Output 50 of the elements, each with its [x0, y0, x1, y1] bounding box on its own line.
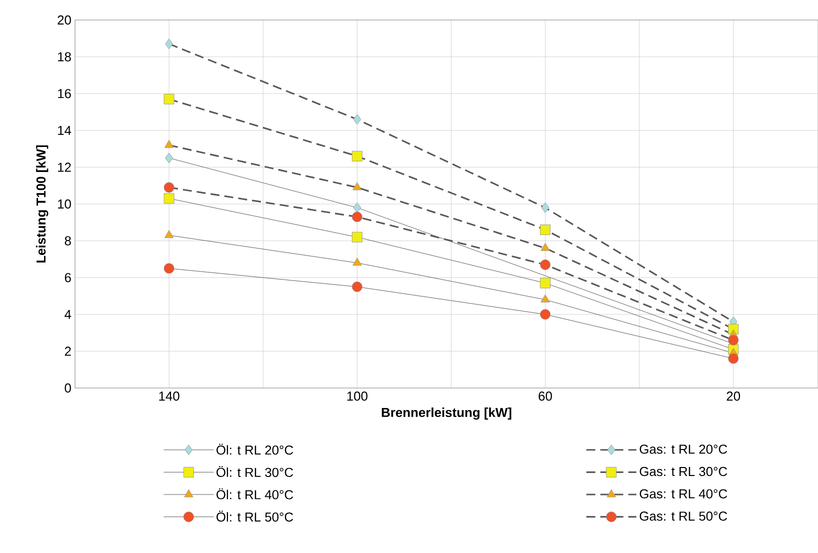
x-tick-label: 60	[538, 392, 552, 401]
point	[540, 260, 550, 270]
y-tick-label: 14	[58, 126, 72, 135]
y-tick-label: 10	[58, 199, 71, 209]
y-tick-label: 20	[58, 15, 71, 25]
legend-label: Öl: t RL 20°C	[216, 444, 294, 455]
legend-label: Gas: t RL 50°C	[640, 512, 728, 521]
point	[164, 263, 174, 274]
legend-label: Gas: t RL 40°C	[640, 489, 728, 498]
y-axis-title: Leistung T100 [kW]	[36, 145, 48, 263]
point	[352, 282, 362, 292]
y-tick-label: 16	[58, 89, 71, 98]
point	[352, 258, 362, 266]
y-tick-label: 8	[64, 236, 71, 246]
point	[353, 202, 362, 213]
x-tick-label: 140	[159, 392, 180, 401]
y-tick-label: 4	[64, 310, 72, 319]
y-tick-label: 12	[58, 162, 71, 172]
point	[541, 202, 550, 213]
point	[540, 294, 550, 302]
legend-label: Öl: t RL 30°C	[216, 466, 294, 477]
point	[540, 278, 550, 288]
y-tick-label: 2	[64, 346, 71, 356]
legend-label: Gas: t RL 20°C	[640, 444, 728, 454]
legend-label: Öl: t RL 50°C	[216, 510, 294, 522]
point	[164, 94, 174, 104]
y-tick-label: 0	[64, 383, 71, 393]
point	[164, 230, 174, 238]
legend-label: Öl: t RL 40°C	[216, 488, 294, 500]
point	[352, 212, 362, 222]
x-tick-label: 100	[347, 392, 368, 401]
point	[540, 224, 550, 235]
point	[540, 309, 550, 320]
point	[165, 152, 173, 164]
point	[352, 232, 362, 242]
point	[165, 38, 173, 50]
point	[352, 150, 362, 162]
point	[164, 193, 174, 204]
x-tick-label: 20	[726, 392, 740, 401]
y-tick-label: 18	[58, 52, 71, 62]
legend-label: Gas: t RL 30°C	[640, 466, 728, 476]
point	[728, 353, 739, 364]
point	[728, 334, 739, 346]
point	[353, 114, 362, 125]
point	[352, 182, 362, 190]
point	[164, 182, 174, 193]
point	[540, 242, 550, 251]
y-tick-label: 6	[64, 273, 71, 282]
x-axis-title: Brennerleistung [kW]	[382, 408, 512, 420]
point	[164, 140, 174, 148]
